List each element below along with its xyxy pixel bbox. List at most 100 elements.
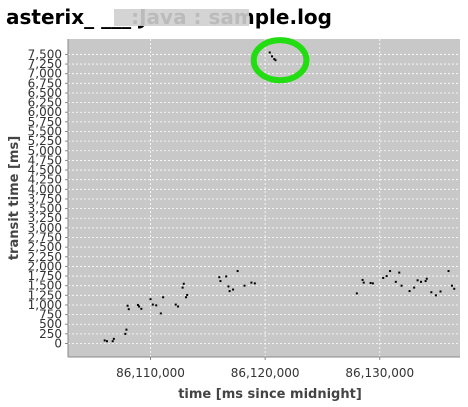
highlight-circle-annotation bbox=[250, 37, 310, 84]
data-point bbox=[371, 282, 374, 285]
data-point bbox=[232, 288, 235, 291]
y-tick-label: 1,500 bbox=[28, 279, 62, 293]
y-tick-label: 0 bbox=[54, 337, 62, 351]
data-point bbox=[389, 270, 392, 273]
x-axis-label: time [ms since midnight] bbox=[178, 387, 362, 402]
y-tick-label: 7,250 bbox=[28, 57, 62, 71]
data-point bbox=[434, 294, 437, 297]
y-tick-label: 3,000 bbox=[28, 221, 62, 235]
y-tick-label: 5,500 bbox=[28, 125, 62, 139]
annotations bbox=[250, 37, 310, 84]
plot-area bbox=[68, 39, 460, 357]
data-point bbox=[355, 292, 358, 295]
title-redaction bbox=[114, 9, 249, 26]
data-point bbox=[225, 275, 228, 278]
data-point bbox=[450, 284, 453, 287]
data-point bbox=[105, 340, 108, 343]
y-tick-label: 750 bbox=[39, 308, 62, 322]
y-tick-label: 500 bbox=[39, 317, 62, 331]
axes: 02505007501,0001,2501,5001,7502,0002,250… bbox=[28, 39, 460, 380]
y-tick-label: 3,250 bbox=[28, 211, 62, 225]
y-tick-label: 4,000 bbox=[28, 182, 62, 196]
y-tick-label: 4,750 bbox=[28, 153, 62, 167]
data-point bbox=[149, 298, 152, 301]
y-tick-label: 2,000 bbox=[28, 259, 62, 273]
y-tick-label: 6,500 bbox=[28, 86, 62, 100]
data-point bbox=[159, 312, 162, 315]
data-point bbox=[138, 305, 141, 308]
data-point bbox=[151, 303, 154, 306]
data-points bbox=[103, 51, 456, 343]
data-point bbox=[430, 291, 433, 294]
data-point bbox=[112, 337, 115, 340]
data-point bbox=[103, 339, 106, 342]
data-point bbox=[219, 280, 222, 283]
data-point bbox=[186, 293, 189, 296]
y-tick-label: 6,750 bbox=[28, 76, 62, 90]
data-point bbox=[424, 280, 427, 283]
data-point bbox=[394, 280, 397, 283]
data-point bbox=[369, 281, 372, 284]
data-point bbox=[382, 276, 385, 279]
data-point bbox=[227, 285, 230, 288]
data-point bbox=[400, 284, 403, 287]
x-tick-label: 86,130,000 bbox=[345, 366, 414, 380]
y-tick-label: 5,750 bbox=[28, 115, 62, 129]
data-point bbox=[398, 271, 401, 274]
data-point bbox=[218, 276, 221, 279]
data-point bbox=[273, 58, 276, 61]
y-tick-label: 1,250 bbox=[28, 288, 62, 302]
y-tick-label: 4,250 bbox=[28, 173, 62, 187]
y-tick-label: 250 bbox=[39, 327, 62, 341]
data-point bbox=[174, 303, 177, 306]
y-tick-label: 7,000 bbox=[28, 67, 62, 81]
data-point bbox=[253, 282, 256, 285]
y-tick-label: 3,750 bbox=[28, 192, 62, 206]
data-point bbox=[439, 290, 442, 293]
x-tick-label: 86,110,000 bbox=[116, 366, 185, 380]
y-tick-label: 1,000 bbox=[28, 298, 62, 312]
y-tick-label: 5,250 bbox=[28, 134, 62, 148]
data-point bbox=[228, 290, 231, 293]
y-tick-label: 2,750 bbox=[28, 231, 62, 245]
data-point bbox=[124, 332, 127, 335]
data-point bbox=[162, 296, 165, 299]
data-point bbox=[420, 280, 423, 283]
y-tick-label: 4,500 bbox=[28, 163, 62, 177]
y-axis-label: transit time [ms] bbox=[7, 136, 22, 260]
data-point bbox=[425, 277, 428, 280]
x-tick-label: 86,120,000 bbox=[231, 366, 300, 380]
data-point bbox=[268, 51, 271, 54]
data-point bbox=[416, 279, 419, 282]
data-point bbox=[385, 275, 388, 278]
data-point bbox=[177, 305, 180, 308]
data-point bbox=[413, 286, 416, 289]
data-point bbox=[271, 55, 274, 58]
data-point bbox=[140, 307, 143, 310]
data-point bbox=[126, 304, 129, 307]
data-point bbox=[362, 281, 365, 284]
data-point bbox=[136, 303, 139, 306]
y-tick-label: 6,000 bbox=[28, 105, 62, 119]
data-point bbox=[127, 308, 130, 311]
data-point bbox=[361, 278, 364, 281]
data-point bbox=[155, 304, 158, 307]
data-point bbox=[250, 281, 253, 284]
data-point bbox=[453, 287, 456, 290]
data-point bbox=[111, 340, 114, 343]
data-point bbox=[181, 286, 184, 289]
data-point bbox=[408, 290, 411, 293]
y-tick-label: 6,250 bbox=[28, 96, 62, 110]
data-point bbox=[236, 270, 239, 273]
y-tick-label: 7,500 bbox=[28, 47, 62, 61]
data-point bbox=[243, 284, 246, 287]
data-point bbox=[182, 282, 185, 285]
data-point bbox=[447, 270, 450, 273]
y-tick-label: 5,000 bbox=[28, 144, 62, 158]
data-point bbox=[185, 296, 188, 299]
y-tick-label: 2,250 bbox=[28, 250, 62, 264]
data-point bbox=[125, 328, 128, 331]
data-point bbox=[274, 59, 277, 62]
grid bbox=[68, 39, 460, 357]
